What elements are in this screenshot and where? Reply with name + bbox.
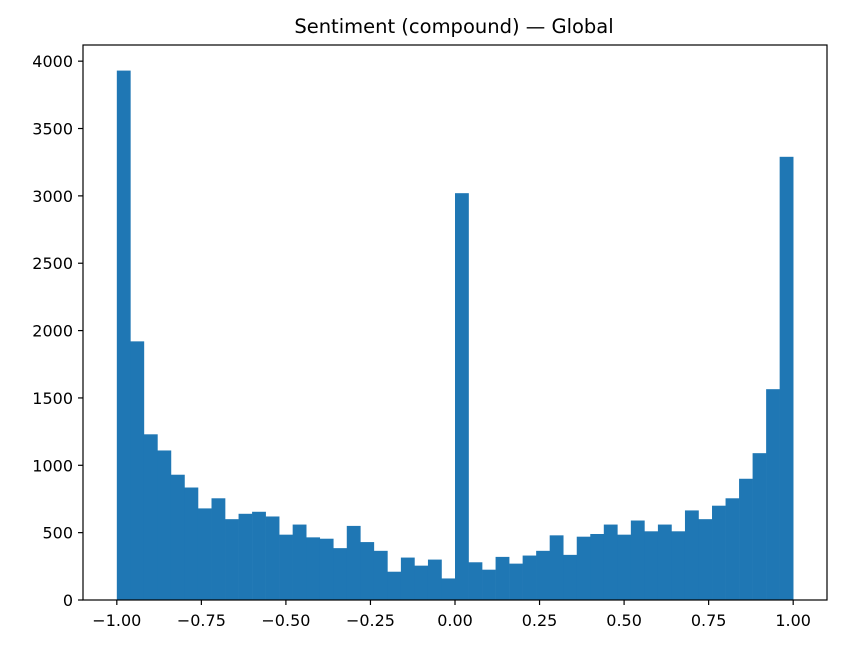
x-tick-label: 0.00	[437, 611, 473, 630]
histogram-bar	[184, 487, 199, 600]
histogram-bar	[779, 156, 794, 600]
histogram-bar	[427, 559, 442, 600]
y-tick-label: 3500	[32, 120, 73, 139]
histogram-bar	[197, 508, 212, 600]
y-tick-label: 1500	[32, 389, 73, 408]
y-tick-label: 4000	[32, 52, 73, 71]
histogram-bar	[306, 537, 321, 600]
chart-title: Sentiment (compound) — Global	[294, 15, 613, 38]
y-tick-label: 500	[42, 524, 73, 543]
histogram-bar	[441, 578, 456, 600]
x-axis: −1.00 −0.75 −0.50 −0.25 0.00 0.25 0.50 0.75 1.00	[92, 600, 811, 630]
histogram-bar	[684, 510, 699, 600]
y-axis: 0 500 1000 1500 2000 2500 3000 3500 4000	[32, 52, 83, 610]
histogram-bar	[563, 554, 578, 600]
x-tick-label: 0.25	[522, 611, 558, 630]
histogram-bar	[617, 534, 632, 600]
histogram-bar	[590, 533, 605, 600]
y-tick-label: 3000	[32, 187, 73, 206]
histogram-bar	[536, 550, 550, 600]
histogram-bar	[482, 569, 496, 600]
histogram-bar	[387, 571, 402, 600]
histogram-bar	[333, 548, 348, 600]
histogram-bar	[346, 525, 361, 600]
histogram-bar	[143, 434, 158, 600]
y-tick-label: 0	[63, 591, 73, 610]
x-tick-label: −0.50	[261, 611, 310, 630]
histogram-bar	[671, 531, 686, 600]
histogram-bar	[644, 531, 659, 600]
x-tick-label: −0.75	[177, 611, 226, 630]
histogram-bar	[725, 498, 740, 600]
histogram-bar	[360, 542, 375, 600]
histogram-bar	[414, 565, 429, 600]
histogram-bar	[603, 524, 618, 600]
histogram-bar	[400, 557, 415, 600]
histogram-bar	[712, 505, 726, 600]
histogram-bar	[265, 516, 280, 600]
histogram-bar	[549, 535, 564, 600]
histogram-bar	[739, 478, 753, 600]
y-tick-label: 2500	[32, 254, 73, 273]
y-tick-label: 2000	[32, 322, 73, 341]
histogram-bar	[292, 524, 307, 600]
histogram-bar	[630, 520, 645, 600]
histogram-bar	[766, 389, 780, 600]
x-tick-label: 1.00	[775, 611, 811, 630]
histogram-bar	[509, 563, 523, 600]
histogram-bar	[576, 536, 591, 600]
histogram-bar	[752, 453, 767, 600]
histogram-bar	[319, 538, 334, 600]
x-tick-label: −0.25	[346, 611, 395, 630]
histogram-bar	[455, 193, 469, 600]
histogram-bar	[225, 519, 239, 600]
x-tick-label: 0.75	[691, 611, 727, 630]
x-tick-label: 0.50	[606, 611, 642, 630]
histogram-bar	[116, 70, 131, 601]
x-tick-label: −1.00	[92, 611, 141, 630]
histogram-bar	[130, 341, 145, 600]
y-tick-label: 1000	[32, 456, 73, 475]
histogram-bar	[522, 555, 537, 600]
histogram-bar	[252, 511, 266, 600]
histogram-bar	[238, 513, 253, 600]
histogram-bar	[157, 450, 172, 600]
histogram-bar	[211, 498, 226, 600]
histogram-bar	[698, 519, 713, 600]
histogram-bar	[373, 550, 388, 600]
bars-group	[116, 70, 794, 601]
histogram-bar	[279, 534, 293, 600]
histogram-bar	[657, 524, 672, 600]
histogram-bar	[468, 562, 483, 600]
histogram-bar	[170, 474, 185, 600]
histogram-bar	[495, 556, 510, 600]
